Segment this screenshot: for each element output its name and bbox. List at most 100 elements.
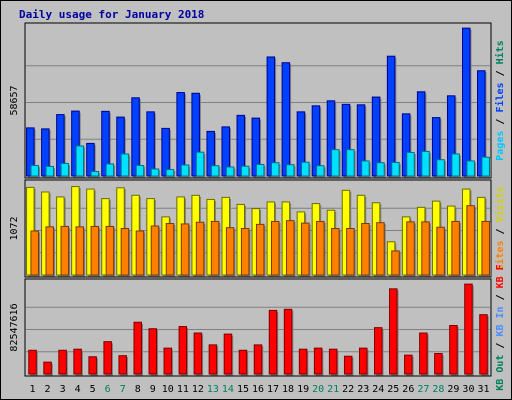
x-tick-label: 7 — [120, 384, 126, 395]
bar-kb-f-20 — [313, 347, 323, 375]
bar-kb-f-21 — [328, 348, 338, 375]
x-tick-label: 23 — [357, 384, 369, 395]
bar-hits-10 — [161, 127, 170, 177]
bar-sites-16 — [255, 223, 265, 276]
bar-sites-8 — [135, 230, 145, 276]
bar-hits-2 — [41, 128, 50, 177]
panel-visits: 1072 Sites / Visits — [9, 179, 506, 278]
legend-entry: KB Out — [495, 355, 506, 391]
panel-visits-legend: Sites / Visits — [494, 186, 506, 270]
bar-sites-11 — [180, 223, 190, 276]
bar-pages-3 — [60, 162, 70, 177]
panel-hits-max-label: 58657 — [9, 85, 20, 115]
legend-entry: / — [495, 222, 506, 240]
x-tick-label: 22 — [342, 384, 354, 395]
bar-pages-6 — [105, 163, 115, 177]
legend-entry: / — [495, 64, 506, 82]
bar-sites-7 — [120, 228, 130, 276]
bar-kb-f-29 — [449, 324, 458, 375]
bar-pages-4 — [75, 145, 85, 177]
x-tick-label: 17 — [267, 384, 279, 395]
bar-kb-f-2 — [43, 361, 52, 375]
bar-pages-29 — [451, 153, 460, 177]
bar-sites-21 — [331, 228, 340, 276]
bar-kb-f-17 — [268, 309, 278, 375]
chart-panels: 58657 Pages / Files / Hits 1072 Sites / Vis… — [8, 22, 506, 391]
bar-kb-f-4 — [73, 348, 82, 375]
panel-kbytes-max-label: 8254761б — [8, 303, 20, 351]
bar-pages-25 — [391, 161, 400, 177]
bar-hits-20 — [311, 105, 321, 177]
x-tick-label: 6 — [105, 384, 111, 395]
bar-pages-7 — [120, 153, 130, 177]
bar-sites-17 — [270, 220, 280, 276]
x-tick-label: 10 — [162, 384, 174, 395]
bar-pages-21 — [331, 149, 340, 177]
bar-kb-f-27 — [419, 332, 428, 375]
bar-hits-26 — [401, 113, 411, 177]
bar-hits-3 — [56, 114, 65, 177]
bar-hits-21 — [326, 100, 336, 177]
legend-entry: / — [495, 288, 506, 306]
bar-kb-f-1 — [28, 349, 37, 375]
bar-pages-8 — [135, 164, 145, 177]
x-tick-label: 1 — [30, 384, 36, 395]
bar-hits-8 — [131, 97, 140, 177]
bar-pages-18 — [286, 164, 295, 177]
bar-pages-14 — [225, 166, 235, 177]
x-tick-label: 12 — [192, 384, 204, 395]
legend-entry: Hits — [494, 40, 506, 64]
bar-sites-4 — [75, 226, 85, 276]
x-tick-label: 30 — [462, 384, 474, 395]
bar-hits-31 — [477, 70, 486, 177]
panel-hits: 58657 Pages / Files / Hits — [9, 22, 506, 179]
bar-pages-31 — [481, 156, 490, 177]
bar-hits-18 — [281, 62, 291, 177]
x-tick-label: 2 — [45, 384, 51, 395]
bar-hits-4 — [71, 110, 80, 177]
bar-hits-6 — [101, 110, 110, 177]
x-tick-label: 21 — [327, 384, 339, 395]
panel-kbytes: 8254761б KB Out / KB In / KB F — [8, 264, 506, 390]
x-tick-label: 13 — [207, 384, 219, 395]
bar-pages-9 — [150, 168, 160, 177]
bar-sites-1 — [30, 230, 39, 276]
bar-kb-f-10 — [163, 347, 173, 375]
legend-entry: / — [495, 337, 506, 355]
bar-hits-11 — [176, 92, 185, 177]
bar-hits-22 — [341, 103, 351, 177]
bar-sites-13 — [210, 220, 220, 276]
x-tick-label: 25 — [387, 384, 399, 395]
bar-kb-f-5 — [88, 356, 97, 375]
legend-entry: KB F — [495, 264, 506, 288]
bar-sites-5 — [90, 225, 100, 276]
bar-sites-10 — [165, 223, 175, 276]
bar-pages-2 — [45, 165, 54, 177]
chart-title: Daily usage for January 2018 — [19, 8, 204, 21]
bar-sites-3 — [60, 225, 70, 276]
bar-hits-15 — [236, 114, 246, 177]
x-tick-label: 5 — [90, 384, 96, 395]
bar-sites-24 — [376, 222, 385, 276]
bar-pages-28 — [436, 159, 445, 177]
bar-kb-f-15 — [238, 349, 248, 375]
bar-kb-f-8 — [133, 321, 142, 375]
bar-kb-f-14 — [223, 333, 233, 375]
x-tick-label: 19 — [297, 384, 309, 395]
bar-sites-27 — [421, 221, 430, 276]
x-tick-label: 28 — [432, 384, 444, 395]
bar-kb-f-31 — [479, 314, 488, 375]
bar-hits-28 — [431, 117, 441, 177]
bar-kb-f-18 — [283, 308, 293, 375]
bar-hits-25 — [386, 55, 396, 177]
x-tick-label: 18 — [282, 384, 294, 395]
bar-kb-f-25 — [389, 288, 398, 375]
bar-pages-13 — [210, 165, 220, 177]
legend-entry: KB In — [495, 306, 506, 336]
bar-sites-26 — [406, 221, 415, 276]
bar-sites-29 — [451, 220, 460, 276]
bar-hits-24 — [371, 96, 381, 177]
bar-pages-24 — [376, 162, 385, 177]
bar-hits-17 — [266, 56, 276, 177]
